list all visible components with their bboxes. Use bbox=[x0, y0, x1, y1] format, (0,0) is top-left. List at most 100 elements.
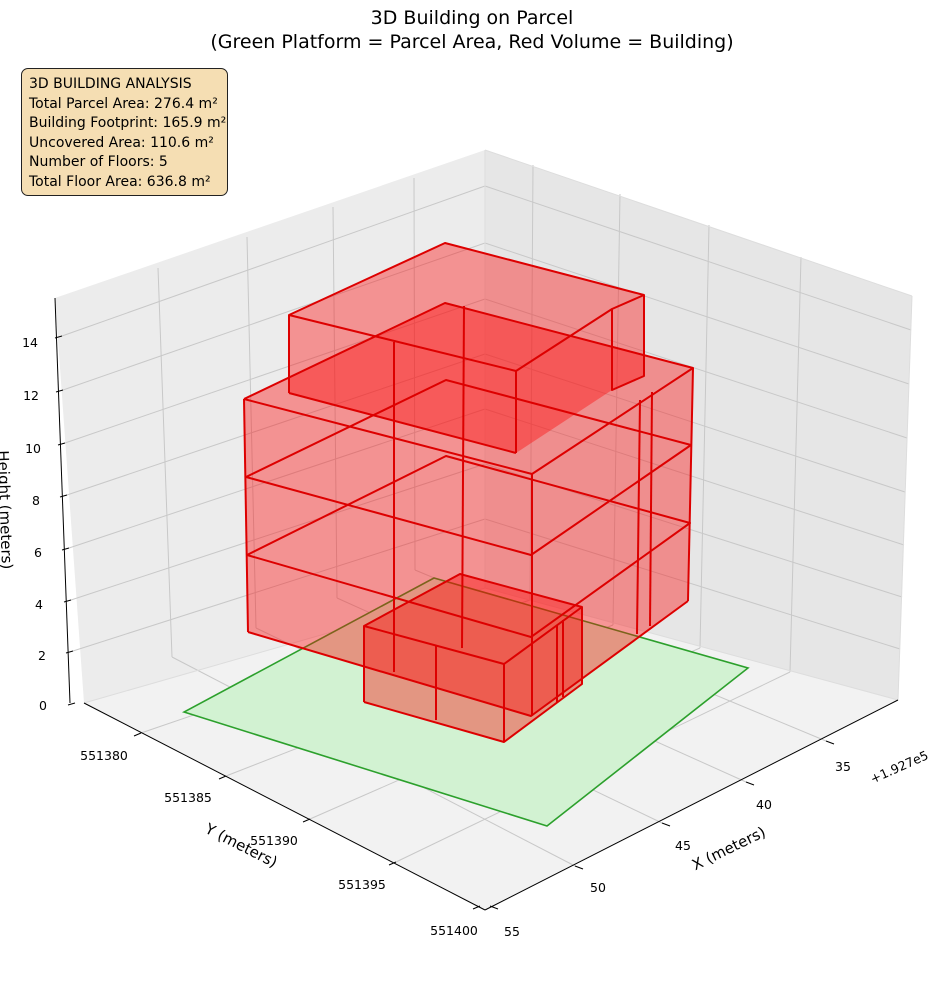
building-edge bbox=[611, 294, 645, 310]
building-edge bbox=[461, 305, 465, 649]
y-tick bbox=[302, 818, 311, 823]
gridline bbox=[699, 224, 710, 649]
y-tick bbox=[218, 775, 227, 780]
z-tick-label: 6 bbox=[34, 545, 42, 560]
z-axis-line bbox=[54, 297, 71, 704]
x-tick-label: 35 bbox=[835, 759, 851, 774]
info-heading: 3D BUILDING ANALYSIS bbox=[29, 76, 192, 92]
z-tick-labels: 14 12 10 8 6 4 2 0 bbox=[22, 335, 47, 713]
x-tick bbox=[745, 781, 755, 786]
x-tick bbox=[661, 822, 671, 827]
y-tick-label: 551395 bbox=[338, 877, 386, 892]
pane-edge bbox=[484, 587, 899, 701]
z-tick-label: 2 bbox=[38, 648, 46, 663]
y-tick-label: 551380 bbox=[80, 748, 128, 763]
y-tick-labels: 551380 551385 551390 551395 551400 bbox=[80, 748, 478, 938]
pane-edges bbox=[83, 149, 913, 704]
z-axis-label: Height (meters) bbox=[0, 450, 16, 570]
gridline bbox=[484, 185, 912, 331]
gridline bbox=[612, 193, 621, 626]
z-tick bbox=[59, 494, 68, 498]
gridline bbox=[484, 518, 901, 650]
z-tick bbox=[57, 442, 66, 446]
info-line: Building Footprint: 165.9 m² bbox=[29, 115, 227, 131]
tick-marks bbox=[54, 335, 835, 910]
z-tick bbox=[63, 599, 72, 603]
z-tick bbox=[61, 547, 70, 551]
gridline bbox=[62, 242, 486, 391]
z-tick bbox=[65, 650, 74, 654]
x-tick-label: 55 bbox=[504, 924, 520, 939]
building-edge bbox=[246, 455, 691, 638]
x-offset-label: +1.927e5 bbox=[868, 747, 931, 786]
gridline bbox=[157, 267, 173, 658]
gridline bbox=[68, 408, 486, 549]
gridline bbox=[70, 463, 486, 601]
x-tick-label: 45 bbox=[675, 838, 691, 853]
building-edge bbox=[243, 398, 249, 633]
y-axis-line bbox=[83, 702, 486, 911]
gridline bbox=[484, 298, 908, 439]
info-box: 3D BUILDING ANALYSIS Total Parcel Area: … bbox=[21, 68, 228, 196]
info-line: Number of Floors: 5 bbox=[29, 154, 168, 170]
z-tick bbox=[67, 702, 76, 706]
building-edge bbox=[649, 391, 653, 627]
z-tick-label: 14 bbox=[22, 335, 38, 350]
z-tick-label: 10 bbox=[25, 441, 41, 456]
gridline bbox=[484, 408, 905, 546]
gridline bbox=[789, 256, 802, 673]
y-tick-label: 551390 bbox=[250, 833, 298, 848]
building-face bbox=[244, 399, 532, 716]
building-edge bbox=[636, 399, 641, 635]
x-tick bbox=[574, 865, 584, 870]
gridline bbox=[484, 242, 910, 385]
y-tick-label: 551385 bbox=[164, 790, 212, 805]
z-tick-label: 0 bbox=[39, 698, 47, 713]
pane-edge bbox=[484, 149, 913, 297]
building-edge bbox=[288, 242, 645, 393]
info-line: Total Parcel Area: 276.4 m² bbox=[29, 95, 218, 112]
chart-title-line-1: 3D Building on Parcel bbox=[370, 7, 574, 29]
building-face bbox=[516, 309, 612, 453]
axis-lines bbox=[54, 297, 899, 911]
right-back-pane bbox=[485, 150, 912, 700]
x-tick bbox=[489, 905, 499, 910]
building-edge bbox=[687, 367, 694, 602]
building-edge bbox=[247, 600, 689, 717]
z-tick bbox=[54, 335, 63, 339]
y-tick bbox=[472, 905, 481, 910]
building-edges bbox=[243, 242, 694, 743]
z-tick-label: 4 bbox=[35, 597, 43, 612]
gridline bbox=[61, 185, 486, 337]
z-tick-label: 12 bbox=[23, 388, 39, 403]
info-line: Uncovered Area: 110.6 m² bbox=[29, 134, 214, 151]
info-line: Total Floor Area: 636.8 m² bbox=[29, 173, 211, 190]
gridline bbox=[332, 206, 338, 599]
building-face bbox=[612, 295, 644, 390]
building-face bbox=[532, 368, 693, 716]
y-tick bbox=[133, 732, 142, 737]
gridline bbox=[72, 518, 486, 652]
x-tick-label: 50 bbox=[590, 880, 606, 895]
x-axis-line bbox=[484, 699, 899, 911]
gridline bbox=[64, 298, 486, 444]
gridline bbox=[529, 164, 534, 601]
y-tick bbox=[388, 861, 397, 866]
building-edge bbox=[245, 379, 692, 556]
z-tick bbox=[55, 389, 64, 393]
x-axis-label: X (meters) bbox=[689, 823, 769, 874]
pane-edge bbox=[897, 295, 913, 701]
gridline bbox=[484, 353, 906, 493]
chart-title-line-2: (Green Platform = Parcel Area, Red Volum… bbox=[210, 31, 734, 53]
z-tick-label: 8 bbox=[32, 493, 40, 508]
y-tick-label: 551400 bbox=[430, 923, 478, 938]
gridline bbox=[413, 177, 416, 571]
x-tick-label: 40 bbox=[756, 797, 772, 812]
parcel-platform bbox=[181, 577, 750, 827]
gridline bbox=[66, 353, 486, 496]
chart-title: 3D Building on Parcel (Green Platform = … bbox=[0, 6, 944, 54]
building-edge bbox=[288, 392, 517, 454]
x-tick-labels: 35 40 45 50 55 bbox=[504, 759, 851, 939]
x-tick bbox=[825, 740, 835, 745]
